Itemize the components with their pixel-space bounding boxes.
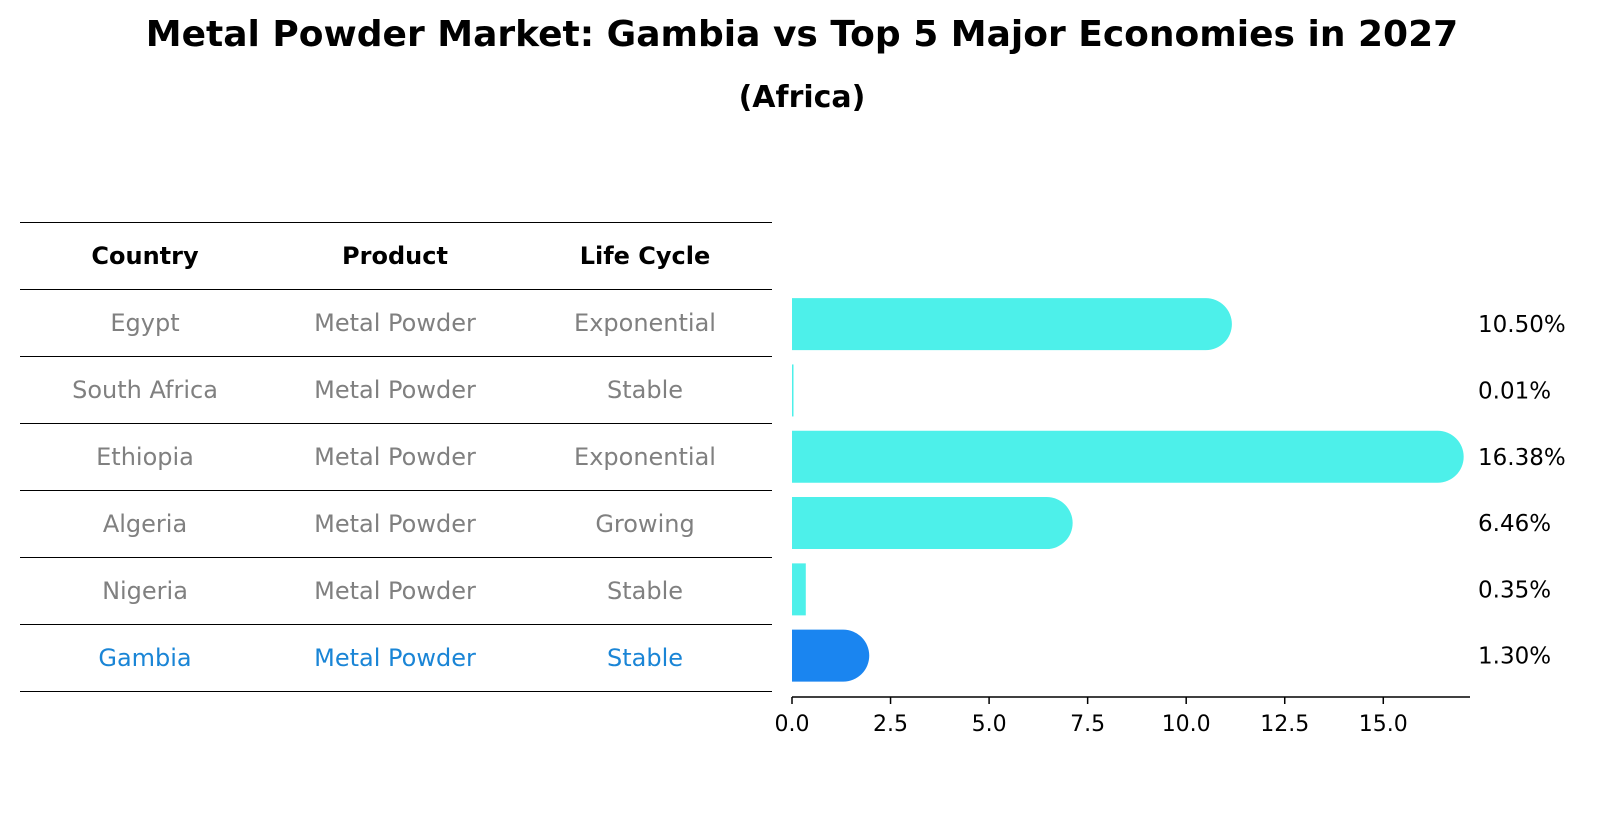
cell-life-cycle: Stable xyxy=(606,644,684,672)
cell-life-cycle: Stable xyxy=(606,577,684,605)
table-header-row: Country Product Life Cycle xyxy=(20,222,772,290)
x-tick-label: 15.0 xyxy=(1359,712,1408,737)
cell-country: Algeria xyxy=(102,510,188,538)
chart-subtitle: (Africa) xyxy=(738,80,866,115)
cell-life-cycle: Exponential xyxy=(574,443,716,471)
cell-product: Metal Powder xyxy=(314,309,476,337)
x-tick-label: 7.5 xyxy=(1070,712,1105,737)
x-tick-label: 0.0 xyxy=(775,712,810,737)
x-tick-label: 5.0 xyxy=(972,712,1007,737)
cell-country: Gambia xyxy=(98,644,192,672)
table-row: South Africa Metal Powder Stable xyxy=(20,357,772,424)
cell-product: Metal Powder xyxy=(314,644,476,672)
header-life-cycle: Life Cycle xyxy=(579,242,711,270)
cell-life-cycle: Exponential xyxy=(574,309,716,337)
cell-life-cycle: Growing xyxy=(595,510,695,538)
value-label: 6.46% xyxy=(1478,511,1551,537)
value-label: 10.50% xyxy=(1478,312,1566,338)
header-country: Country xyxy=(91,242,199,270)
value-label: 1.30% xyxy=(1478,644,1551,670)
cell-product: Metal Powder xyxy=(314,376,476,404)
bar-gambia xyxy=(792,629,870,682)
country-table: Country Product Life Cycle Egypt Metal P… xyxy=(20,222,772,692)
cell-country: South Africa xyxy=(72,376,218,404)
bar-egypt xyxy=(792,298,1232,351)
value-label: 16.38% xyxy=(1478,445,1566,471)
chart-title: Metal Powder Market: Gambia vs Top 5 Maj… xyxy=(145,14,1459,55)
table-row: Nigeria Metal Powder Stable xyxy=(20,558,772,625)
cell-life-cycle: Stable xyxy=(606,376,684,404)
header-product: Product xyxy=(342,242,448,270)
cell-country: Egypt xyxy=(110,309,180,337)
table-row: Egypt Metal Powder Exponential xyxy=(20,290,772,357)
value-label: 0.01% xyxy=(1478,378,1551,404)
table-row: Algeria Metal Powder Growing xyxy=(20,491,772,558)
value-label: 0.35% xyxy=(1478,577,1551,603)
cell-country: Ethiopia xyxy=(96,443,194,471)
x-tick-label: 2.5 xyxy=(873,712,908,737)
cell-product: Metal Powder xyxy=(314,577,476,605)
cell-country: Nigeria xyxy=(102,577,188,605)
x-tick-label: 12.5 xyxy=(1260,712,1309,737)
cell-product: Metal Powder xyxy=(314,443,476,471)
bar-south-africa xyxy=(792,364,794,417)
cell-product: Metal Powder xyxy=(314,510,476,538)
x-tick-label: 10.0 xyxy=(1162,712,1211,737)
table-row-highlight: Gambia Metal Powder Stable xyxy=(20,625,772,692)
bar-nigeria xyxy=(792,563,806,616)
bar-ethiopia xyxy=(792,430,1464,483)
table-row: Ethiopia Metal Powder Exponential xyxy=(20,424,772,491)
bar-algeria xyxy=(792,497,1073,550)
